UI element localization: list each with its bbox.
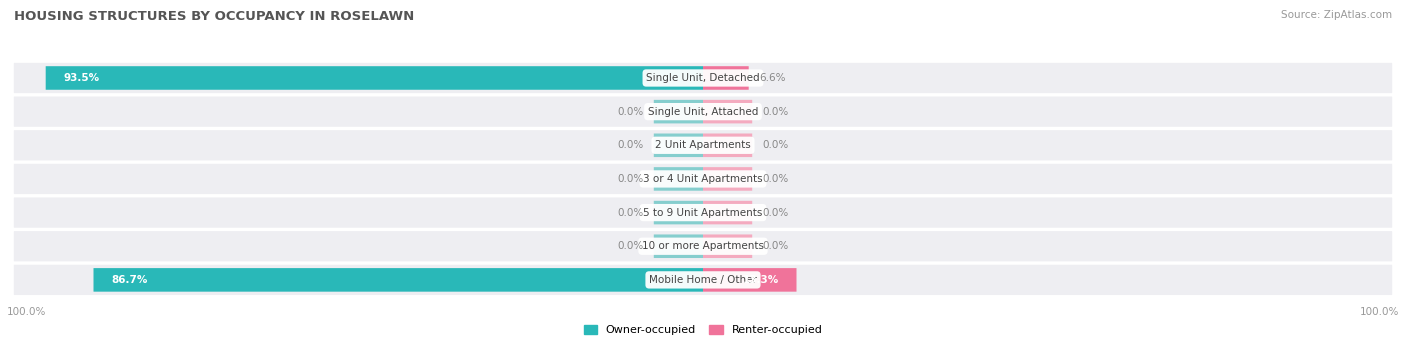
Text: 5 to 9 Unit Apartments: 5 to 9 Unit Apartments [644,208,762,218]
FancyBboxPatch shape [14,265,1392,295]
FancyBboxPatch shape [654,235,703,258]
FancyBboxPatch shape [45,66,703,90]
Text: 10 or more Apartments: 10 or more Apartments [643,241,763,251]
FancyBboxPatch shape [654,167,703,191]
Text: Single Unit, Detached: Single Unit, Detached [647,73,759,83]
FancyBboxPatch shape [654,201,703,224]
Text: 0.0%: 0.0% [762,174,789,184]
FancyBboxPatch shape [703,134,752,157]
Text: 0.0%: 0.0% [762,208,789,218]
Text: 86.7%: 86.7% [111,275,148,285]
FancyBboxPatch shape [14,97,1392,127]
Text: Single Unit, Attached: Single Unit, Attached [648,107,758,117]
FancyBboxPatch shape [654,134,703,157]
Text: 3 or 4 Unit Apartments: 3 or 4 Unit Apartments [643,174,763,184]
Text: Source: ZipAtlas.com: Source: ZipAtlas.com [1281,10,1392,20]
Text: 0.0%: 0.0% [762,107,789,117]
Text: 0.0%: 0.0% [617,208,644,218]
Text: 0.0%: 0.0% [617,107,644,117]
Text: 2 Unit Apartments: 2 Unit Apartments [655,140,751,150]
Text: 0.0%: 0.0% [617,174,644,184]
FancyBboxPatch shape [14,231,1392,262]
FancyBboxPatch shape [14,164,1392,194]
Text: 100.0%: 100.0% [1360,307,1399,317]
Text: 0.0%: 0.0% [617,140,644,150]
FancyBboxPatch shape [14,130,1392,160]
FancyBboxPatch shape [14,63,1392,93]
Text: Mobile Home / Other: Mobile Home / Other [650,275,756,285]
Text: 0.0%: 0.0% [762,140,789,150]
FancyBboxPatch shape [703,167,752,191]
FancyBboxPatch shape [654,100,703,123]
Text: 0.0%: 0.0% [762,241,789,251]
FancyBboxPatch shape [703,268,796,292]
Text: HOUSING STRUCTURES BY OCCUPANCY IN ROSELAWN: HOUSING STRUCTURES BY OCCUPANCY IN ROSEL… [14,10,415,23]
FancyBboxPatch shape [93,268,703,292]
Text: 13.3%: 13.3% [742,275,779,285]
Text: 93.5%: 93.5% [63,73,100,83]
FancyBboxPatch shape [703,235,752,258]
FancyBboxPatch shape [703,201,752,224]
FancyBboxPatch shape [14,197,1392,228]
Legend: Owner-occupied, Renter-occupied: Owner-occupied, Renter-occupied [583,325,823,336]
Text: 100.0%: 100.0% [7,307,46,317]
FancyBboxPatch shape [703,100,752,123]
Text: 6.6%: 6.6% [759,73,786,83]
FancyBboxPatch shape [703,66,749,90]
Text: 0.0%: 0.0% [617,241,644,251]
